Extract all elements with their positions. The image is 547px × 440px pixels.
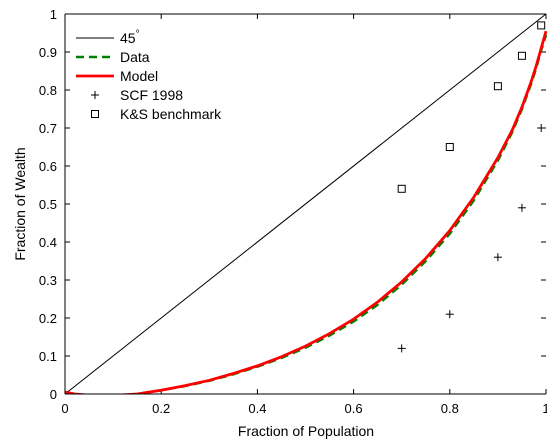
y-axis-label: Fraction of Wealth (12, 147, 28, 260)
legend: 45° Data Model SCF 1998 K&S benchmark (76, 29, 222, 122)
x-tick-label: 0 (61, 401, 68, 416)
x-tick-label: 1 (542, 401, 547, 416)
scf-1998-point (397, 344, 406, 353)
x-tick-label: 0.4 (248, 401, 266, 416)
legend-label: 45° (120, 29, 140, 46)
y-tick-label: 0.9 (39, 45, 57, 60)
x-tick-label: 0.8 (441, 401, 459, 416)
ks-benchmark-point (517, 51, 526, 60)
y-tick-label: 0.2 (39, 311, 57, 326)
legend-entry-model: Model (76, 68, 158, 84)
ks-benchmark-point (445, 143, 454, 151)
x-tick-label: 0.6 (345, 401, 363, 416)
scf-1998-point (517, 203, 526, 212)
legend-label: Model (120, 68, 158, 84)
y-tick-label: 0 (50, 387, 57, 402)
y-tick-label: 0.5 (39, 197, 57, 212)
legend-entry-data: Data (76, 49, 150, 65)
legend-swatch (91, 110, 99, 118)
y-tick-label: 0.4 (39, 235, 57, 250)
legend-label: K&S benchmark (120, 106, 222, 122)
scf-1998-point (445, 310, 454, 319)
y-tick-label: 0.1 (39, 349, 57, 364)
scf-1998-point (537, 124, 546, 132)
x-tick-label: 0.2 (152, 401, 170, 416)
ks-benchmark-point (493, 82, 502, 91)
legend-entry-45: 45° (76, 29, 140, 46)
legend-entry-scf-1998: SCF 1998 (91, 87, 183, 103)
y-tick-label: 0.6 (39, 159, 57, 174)
y-tick-label: 0.7 (39, 121, 57, 136)
y-tick-label: 0.8 (39, 83, 57, 98)
legend-label: SCF 1998 (120, 87, 183, 103)
series-line-data (65, 34, 547, 394)
y-tick-label: 0.3 (39, 273, 57, 288)
ks-benchmark-point (537, 21, 546, 30)
scf-1998-point (493, 253, 502, 262)
y-tick-label: 1 (50, 7, 57, 22)
degree-superscript: ° (136, 29, 140, 40)
x-axis-label: Fraction of Population (238, 423, 374, 439)
legend-label: Data (120, 49, 150, 65)
series-line-45 (65, 14, 547, 394)
series-line-model (65, 30, 547, 394)
ks-benchmark-point (397, 184, 406, 193)
legend-entry-k-s-benchmark: K&S benchmark (91, 106, 222, 122)
